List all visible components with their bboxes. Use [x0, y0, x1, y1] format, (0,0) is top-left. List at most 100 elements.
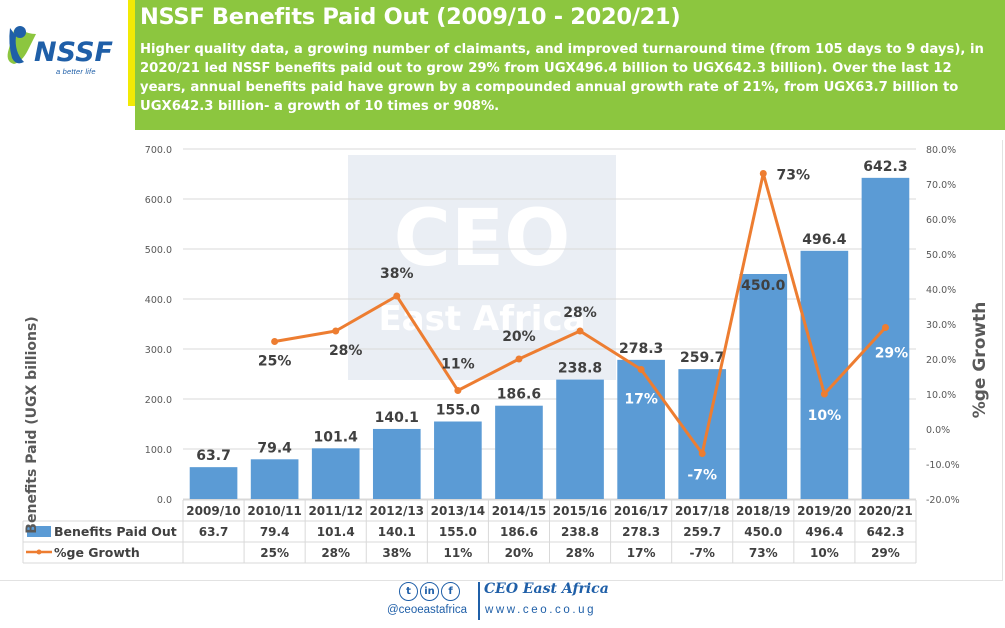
- x-tick-label: 2020/21: [858, 504, 912, 518]
- growth-marker: [576, 327, 584, 335]
- y-tick-label: 300.0: [145, 345, 172, 356]
- growth-data-label: 25%: [258, 354, 292, 370]
- x-tick-label: 2015/16: [553, 504, 607, 518]
- x-tick-label: 2009/10: [186, 504, 240, 518]
- page-description: Higher quality data, a growing number of…: [140, 42, 984, 114]
- bar: [739, 274, 788, 499]
- facebook-icon[interactable]: f: [441, 582, 460, 601]
- chart-panel: CEO East Africa 0.0 100.0 200.0 300.0 400.0 5…: [0, 140, 1003, 581]
- growth-marker: [881, 324, 889, 331]
- bar: [250, 459, 299, 499]
- bar-data-label: 278.3: [619, 341, 663, 357]
- y2-axis-title: %ge Growth: [970, 302, 990, 419]
- bar-data-label: 63.7: [196, 448, 231, 464]
- bar: [495, 405, 543, 499]
- twitter-icon[interactable]: t: [399, 582, 418, 601]
- social-links: t in f: [399, 582, 460, 601]
- growth-marker: [393, 292, 401, 300]
- page-title: NSSF Benefits Paid Out (2009/10 - 2020/2…: [140, 4, 681, 30]
- header-banner: NSSF Benefits Paid Out (2009/10 - 2020/2…: [135, 0, 1005, 130]
- logo-tagline: a better life: [56, 67, 96, 76]
- bar-data-label: 155.0: [436, 403, 481, 419]
- nssf-logo: NSSF a better life: [0, 0, 128, 110]
- growth-marker: [454, 387, 462, 394]
- table-cell-benefits: 63.7: [199, 525, 229, 539]
- table-cell-growth: 73%: [749, 546, 778, 560]
- growth-data-label: 28%: [329, 343, 363, 359]
- y2-tick-label: 40.0%: [926, 285, 956, 296]
- growth-data-label: -7%: [687, 468, 717, 484]
- x-tick-label: 2011/12: [308, 504, 362, 518]
- y2-tick-label: 0.0%: [926, 425, 950, 436]
- growth-data-label: 20%: [502, 329, 536, 345]
- x-tick-label: 2018/19: [736, 504, 790, 518]
- table-cell-growth: 29%: [871, 546, 900, 560]
- growth-marker: [698, 450, 706, 457]
- y2-tick-label: 80.0%: [926, 145, 956, 156]
- footer-brand: CEO East Africa: [484, 581, 609, 597]
- table-cell-growth: 38%: [382, 546, 411, 560]
- y2-tick-label: 20.0%: [926, 355, 956, 366]
- table-cell-growth: -7%: [690, 546, 715, 560]
- table-cell-benefits: 238.8: [561, 525, 599, 539]
- bar: [617, 359, 665, 499]
- growth-data-label: 11%: [441, 357, 475, 373]
- y-tick-label: 700.0: [145, 145, 172, 156]
- table-cell-benefits: 259.7: [683, 525, 721, 539]
- growth-data-label: 17%: [624, 392, 658, 408]
- bar: [556, 379, 604, 499]
- y-tick-label: 600.0: [145, 195, 172, 206]
- table-cell-benefits: 155.0: [439, 525, 477, 539]
- y-tick-label: 100.0: [145, 445, 172, 456]
- footer-website[interactable]: www.ceo.co.ug: [485, 604, 597, 616]
- y-tick-label: 200.0: [145, 395, 172, 406]
- y2-tick-label: 50.0%: [926, 250, 956, 261]
- social-handle[interactable]: @ceoeastafrica: [387, 604, 468, 616]
- growth-marker: [271, 338, 279, 345]
- bar: [434, 421, 482, 499]
- legend-label-growth: %ge Growth: [54, 545, 140, 560]
- bar-data-label: 642.3: [863, 159, 907, 175]
- x-tick-label: 2010/11: [247, 504, 301, 518]
- linkedin-icon[interactable]: in: [420, 582, 439, 601]
- x-tick-label: 2017/18: [675, 504, 729, 518]
- nssf-logo-mark: NSSF: [7, 26, 114, 68]
- x-tick-label: 2016/17: [614, 504, 668, 518]
- logo-text: NSSF: [34, 37, 114, 68]
- table-cell-growth: 28%: [566, 546, 595, 560]
- y2-tick-label: 10.0%: [926, 390, 956, 401]
- bar-data-label: 496.4: [802, 232, 847, 248]
- table-cell-benefits: 186.6: [500, 525, 538, 539]
- table-cell-benefits: 278.3: [622, 525, 660, 539]
- growth-data-label: 10%: [808, 408, 842, 424]
- growth-marker: [759, 170, 767, 177]
- x-tick-label: 2019/20: [797, 504, 851, 518]
- table-cell-growth: 10%: [810, 546, 839, 560]
- x-tick-label: 2014/15: [492, 504, 546, 518]
- y-tick-label: 400.0: [145, 295, 172, 306]
- y2-tick-label: 60.0%: [926, 215, 956, 226]
- watermark-line2: East Africa: [378, 299, 585, 339]
- accent-strip: [128, 0, 135, 106]
- logo-head-icon: [14, 26, 26, 38]
- y2-tick-label: -10.0%: [926, 460, 960, 471]
- bar: [861, 177, 910, 499]
- growth-marker: [332, 327, 340, 335]
- table-cell-benefits: 496.4: [805, 525, 843, 539]
- bar: [372, 428, 421, 499]
- growth-data-label: 29%: [875, 346, 909, 362]
- y-tick-label: 0.0: [157, 495, 172, 506]
- bar-data-label: 450.0: [741, 278, 786, 294]
- y2-tick-label: -20.0%: [926, 495, 960, 506]
- y-tick-label: 500.0: [145, 245, 172, 256]
- bar-data-label: 79.4: [257, 440, 292, 456]
- table-cell-benefits: 642.3: [866, 525, 904, 539]
- growth-data-label: 28%: [563, 305, 597, 321]
- growth-marker: [515, 355, 523, 363]
- table-cell-growth: 17%: [627, 546, 656, 560]
- watermark-background: [348, 155, 616, 380]
- watermark-line1: CEO: [394, 194, 571, 284]
- table-cell-growth: 11%: [444, 546, 473, 560]
- table-cell-growth: 28%: [321, 546, 350, 560]
- table-cell-benefits: 101.4: [317, 525, 355, 539]
